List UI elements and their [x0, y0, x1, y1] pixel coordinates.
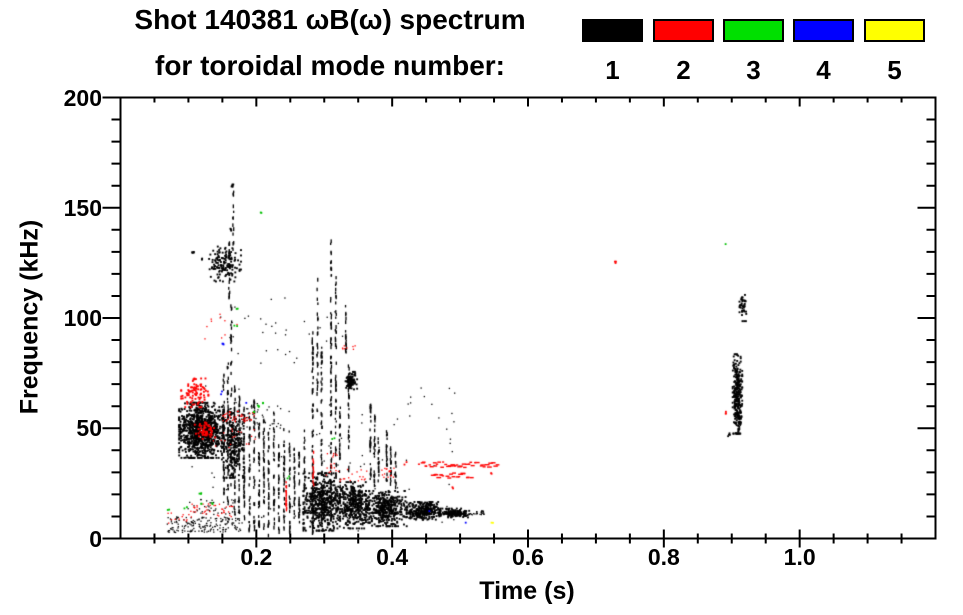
legend-swatch-mode-3: [723, 19, 784, 42]
y-tick-label: 150: [63, 194, 102, 221]
legend-swatch-mode-1: [582, 19, 643, 42]
y-tick-label: 100: [63, 305, 102, 331]
legend-label-mode-5: 5: [887, 55, 902, 85]
figure-title-line1: Shot 140381 ωB(ω) spectrum: [134, 4, 526, 35]
x-tick-label: 0.4: [376, 544, 409, 570]
scatter-plot-canvas: [121, 97, 935, 539]
legend-swatch-mode-5: [864, 19, 925, 42]
legend-label-mode-1: 1: [605, 55, 620, 85]
figure-title-line2: for toroidal mode number:: [155, 50, 505, 81]
y-tick-label: 200: [63, 84, 102, 111]
x-tick-label: 1.0: [783, 544, 816, 570]
legend-swatch-mode-4: [793, 19, 854, 42]
x-axis-title: Time (s): [479, 577, 575, 605]
legend-label-mode-3: 3: [746, 55, 761, 85]
x-tick-label: 0.6: [512, 544, 544, 570]
legend-label-mode-2: 2: [676, 55, 691, 85]
figure-title: Shot 140381 ωB(ω) spectrum for toroidal …: [115, 4, 545, 81]
x-tick-label: 0.2: [240, 544, 273, 570]
y-axis-title: Frequency (kHz): [15, 219, 44, 415]
y-tick-label: 50: [76, 415, 102, 442]
y-tick-label: 0: [89, 525, 102, 552]
legend-swatch-mode-2: [653, 19, 714, 42]
legend-label-mode-4: 4: [816, 55, 831, 85]
x-tick-label: 0.8: [647, 544, 680, 570]
